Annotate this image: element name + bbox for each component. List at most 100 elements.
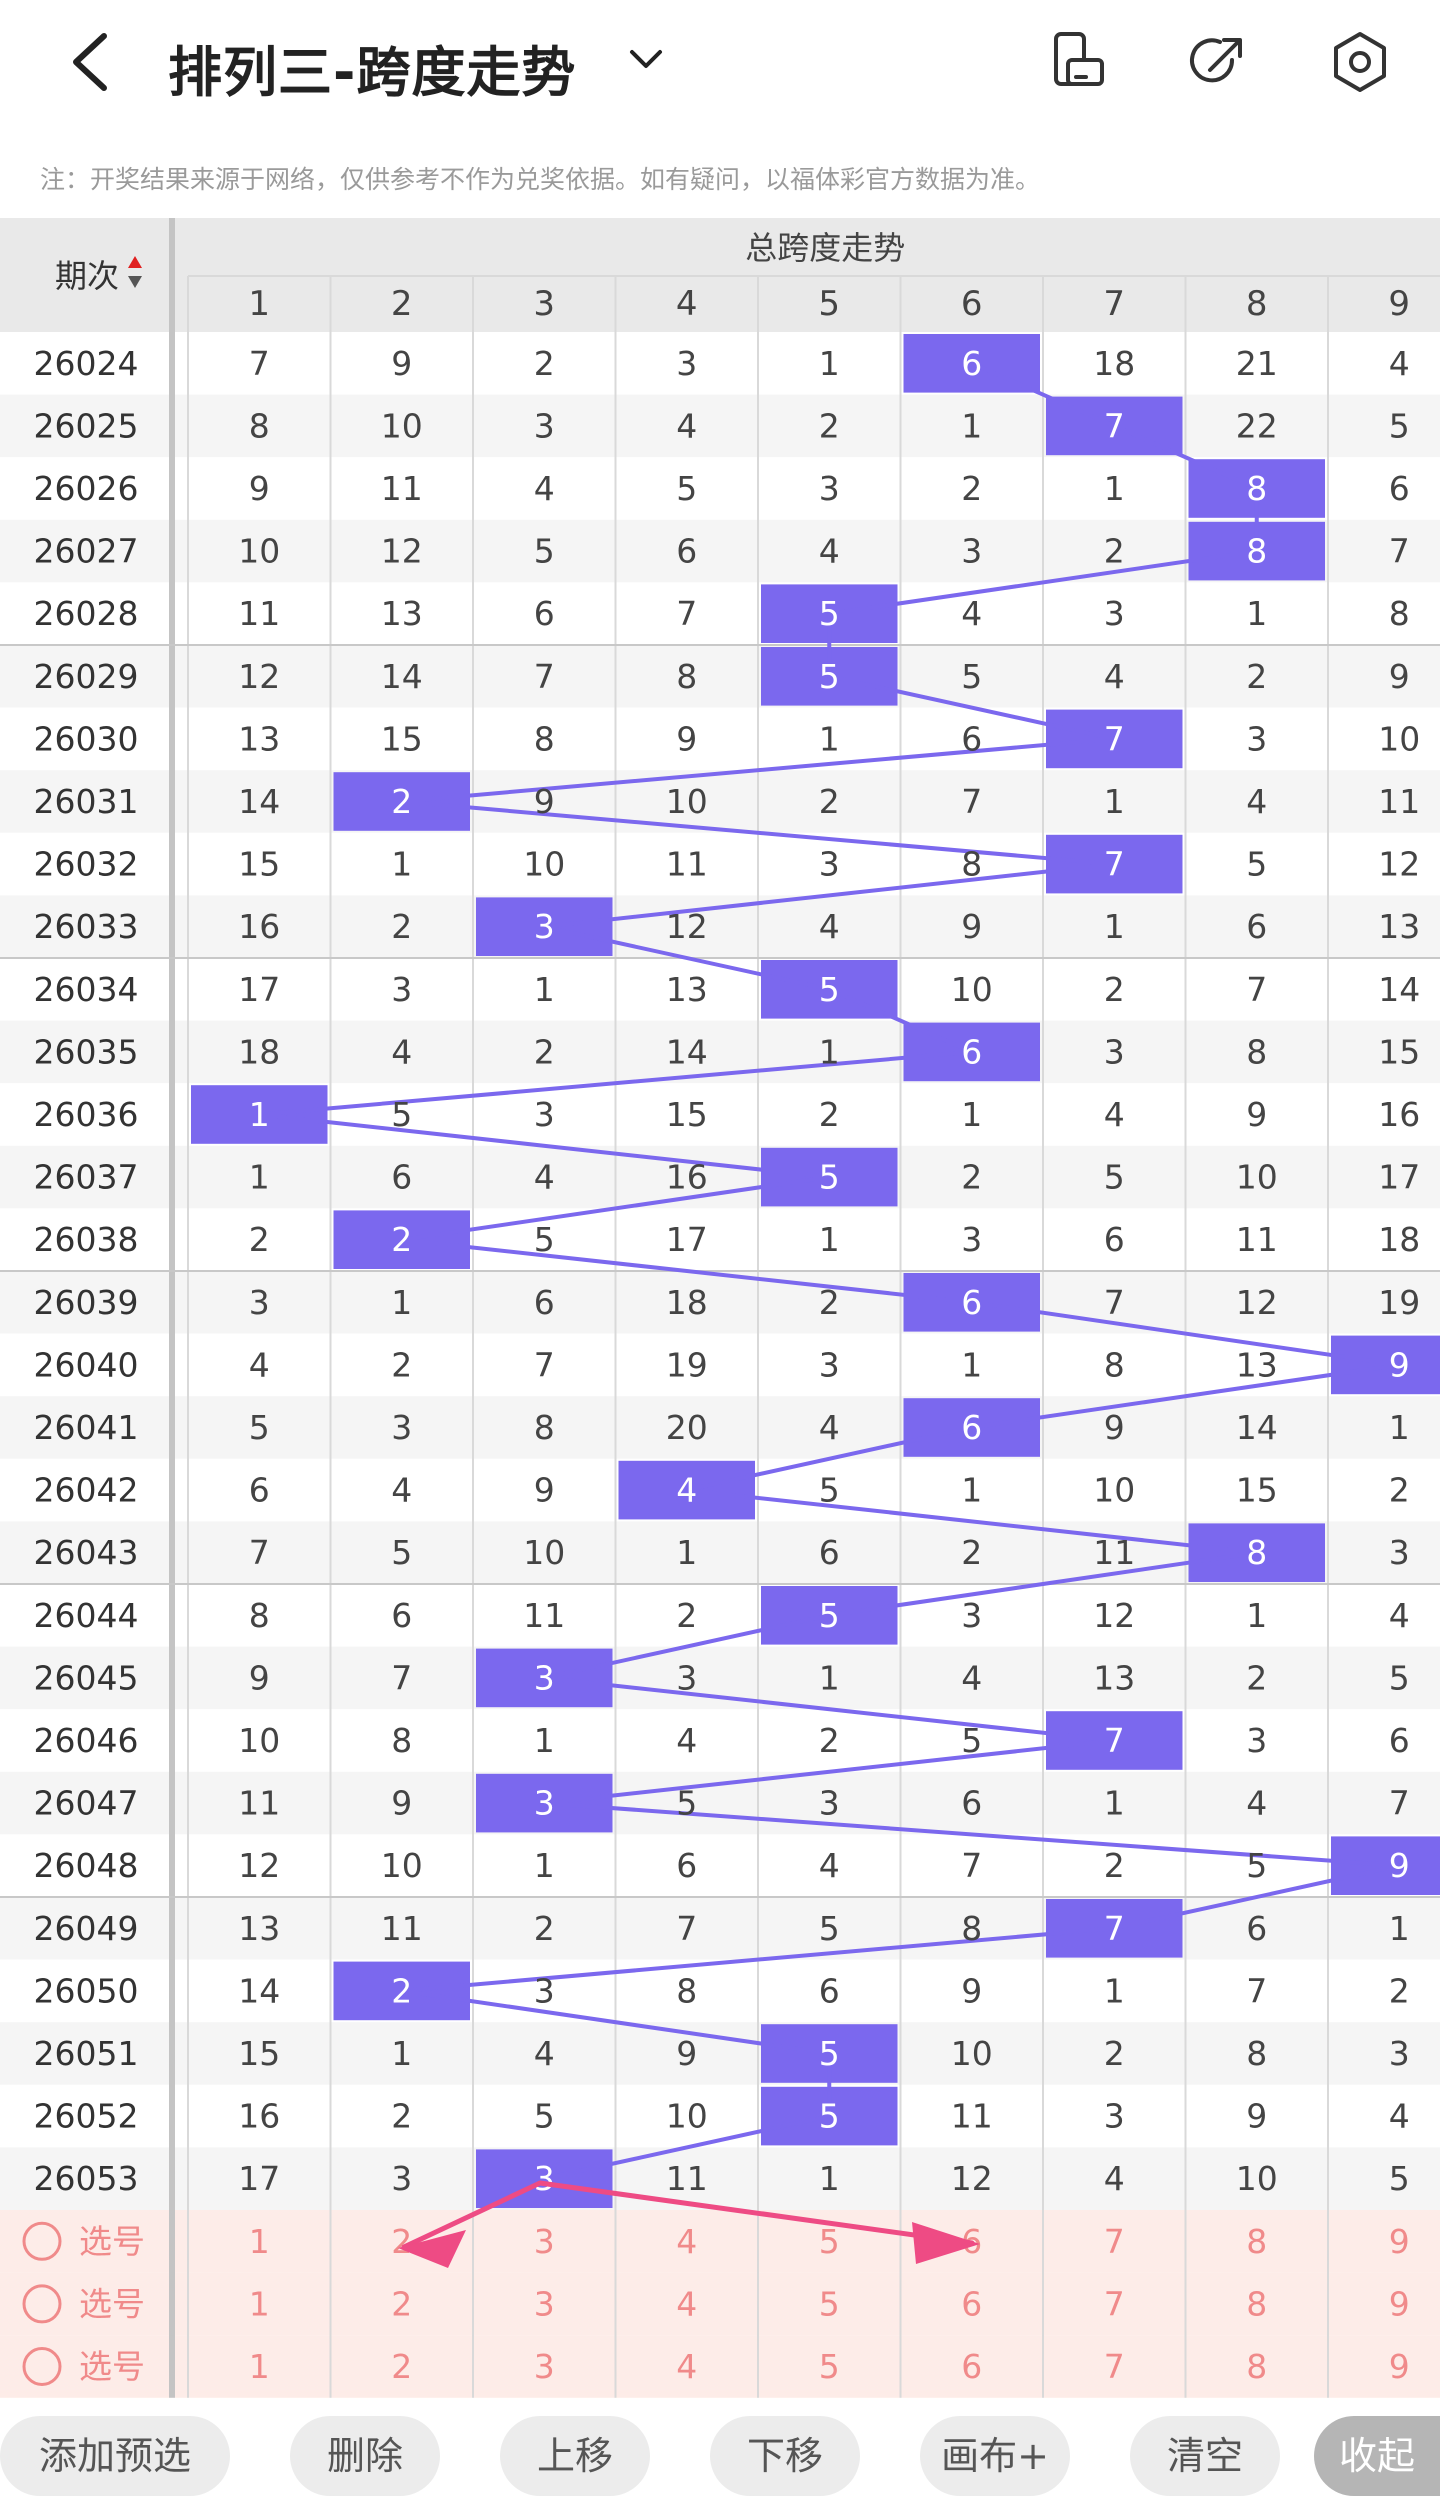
miss-value: 12 [1236,1283,1278,1322]
collapse-button[interactable]: 收起 [1314,2416,1440,2496]
miss-value: 12 [1378,845,1420,884]
miss-value: 6 [249,1471,270,1510]
select-number[interactable]: 4 [676,2347,697,2386]
move-up-button[interactable]: 上移 [500,2416,650,2496]
select-number[interactable]: 4 [676,2284,697,2323]
select-number[interactable]: 1 [249,2222,270,2261]
sort-up-icon[interactable] [128,256,142,268]
table-row [0,770,1440,833]
select-number[interactable]: 9 [1389,2284,1410,2323]
period-cell: 26045 [34,1658,139,1697]
settings-icon[interactable] [1328,30,1392,94]
select-number[interactable]: 3 [534,2284,555,2323]
select-radio-icon[interactable] [22,2221,62,2261]
miss-value: 10 [1378,719,1420,758]
miss-value: 11 [666,2159,708,2198]
select-number[interactable]: 9 [1389,2222,1410,2261]
miss-value: 1 [1389,1909,1410,1948]
table-row [0,1145,1440,1209]
select-number[interactable]: 7 [1104,2222,1125,2261]
miss-value: 3 [1389,1533,1410,1572]
select-number[interactable]: 3 [534,2222,555,2261]
period-cell: 26031 [34,782,139,821]
miss-value: 7 [961,1846,982,1885]
hit-value: 7 [1104,845,1125,884]
period-header[interactable]: 期次 [55,257,119,295]
miss-value: 17 [238,970,280,1009]
miss-value: 3 [1246,1721,1267,1760]
period-cell: 26038 [34,1220,139,1259]
select-number[interactable]: 6 [961,2347,982,2386]
move-down-button[interactable]: 下移 [710,2416,860,2496]
hit-value: 5 [819,1596,840,1635]
miss-value: 7 [676,1909,697,1948]
miss-value: 5 [819,1471,840,1510]
miss-value: 1 [961,406,982,445]
miss-value: 9 [961,907,982,946]
select-number[interactable]: 9 [1389,2347,1410,2386]
miss-value: 5 [391,1533,412,1572]
clear-button[interactable]: 清空 [1130,2416,1280,2496]
miss-value: 4 [1104,1095,1125,1134]
select-number[interactable]: 6 [961,2284,982,2323]
miss-value: 2 [961,1158,982,1197]
period-cell: 26037 [34,1158,139,1197]
period-cell: 26026 [34,469,139,508]
select-number[interactable]: 1 [249,2284,270,2323]
table-row [0,2022,1440,2085]
add-preselect-button[interactable]: 添加预选 [0,2416,230,2496]
select-number[interactable]: 1 [249,2347,270,2386]
miss-value: 8 [676,1971,697,2010]
miss-value: 1 [534,1721,555,1760]
table-row [0,895,1440,958]
period-cell: 26044 [34,1596,139,1635]
miss-value: 1 [819,1658,840,1697]
miss-value: 9 [676,719,697,758]
chevron-down-icon[interactable] [626,40,666,80]
delete-button[interactable]: 删除 [290,2416,440,2496]
miss-value: 2 [1246,1658,1267,1697]
select-number[interactable]: 2 [391,2222,412,2261]
miss-value: 5 [819,1909,840,1948]
select-number[interactable]: 5 [819,2222,840,2261]
miss-value: 9 [534,782,555,821]
miss-value: 7 [1389,532,1410,571]
period-cell: 26030 [34,719,139,758]
miss-value: 2 [391,1345,412,1384]
miss-value: 6 [1389,1721,1410,1760]
miss-value: 7 [249,1533,270,1572]
canvas-plus-button[interactable]: 画布+ [920,2416,1070,2496]
rotate-screen-icon[interactable] [1046,30,1110,94]
group-header: 总跨度走势 [745,229,905,267]
page-title[interactable]: 排列三-跨度走势 [168,41,577,104]
miss-value: 12 [951,2159,993,2198]
miss-value: 16 [666,1158,708,1197]
select-number[interactable]: 5 [819,2284,840,2323]
select-number[interactable]: 2 [391,2347,412,2386]
miss-value: 10 [951,2034,993,2073]
miss-value: 11 [1378,782,1420,821]
select-number[interactable]: 4 [676,2222,697,2261]
table-row [0,1396,1440,1459]
back-arrow-icon[interactable] [62,30,122,94]
select-number[interactable]: 8 [1246,2222,1267,2261]
select-number[interactable]: 5 [819,2347,840,2386]
miss-value: 4 [1389,2097,1410,2136]
hit-value: 3 [534,1784,555,1823]
select-number[interactable]: 8 [1246,2284,1267,2323]
select-radio-icon[interactable] [22,2284,62,2324]
select-number[interactable]: 3 [534,2347,555,2386]
miss-value: 17 [666,1220,708,1259]
select-number[interactable]: 2 [391,2284,412,2323]
miss-value: 14 [666,1032,708,1071]
select-number[interactable]: 7 [1104,2284,1125,2323]
miss-value: 1 [1246,1596,1267,1635]
miss-value: 8 [961,1909,982,1948]
select-number[interactable]: 8 [1246,2347,1267,2386]
share-icon[interactable] [1186,30,1250,94]
hit-value: 6 [961,1408,982,1447]
select-number[interactable]: 7 [1104,2347,1125,2386]
select-radio-icon[interactable] [22,2347,62,2386]
miss-value: 8 [249,406,270,445]
miss-value: 9 [961,1971,982,2010]
